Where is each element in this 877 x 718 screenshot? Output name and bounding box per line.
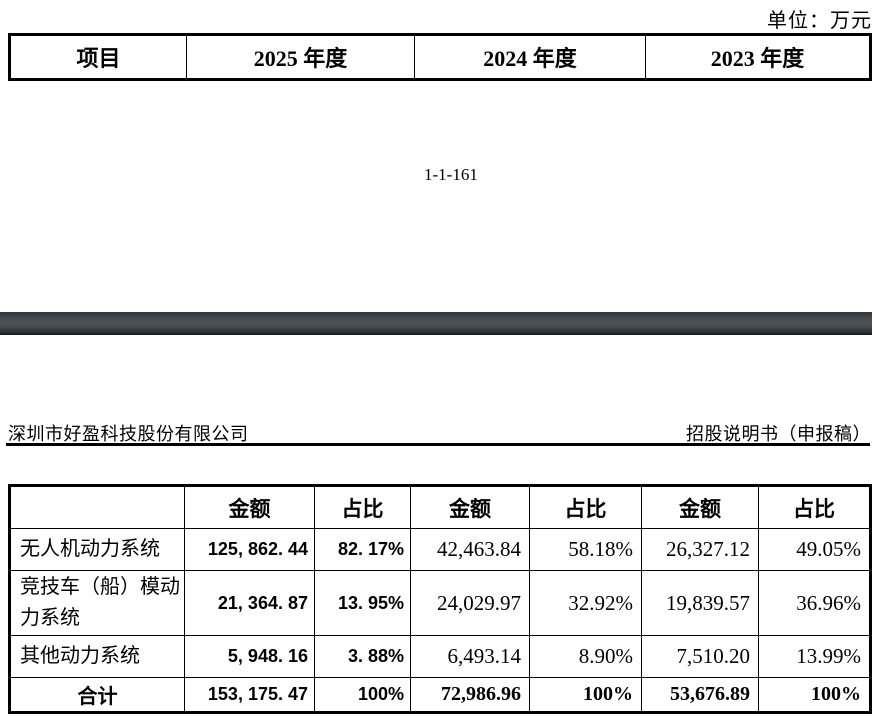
cell-amount-2023: 26,327.12: [641, 528, 759, 571]
cell-amount-2025: 153, 175. 47: [184, 677, 315, 713]
cell-ratio-2023: 100%: [758, 677, 871, 713]
cell-amount-2024: 42,463.84: [410, 528, 530, 571]
header-rule: [6, 443, 870, 446]
cell-ratio-2023: 36.96%: [758, 570, 871, 636]
table-row-uav: 无人机动力系统 125, 862. 44 82. 17% 42,463.84 5…: [9, 528, 871, 571]
cell-ratio-2025: 3. 88%: [314, 635, 411, 678]
row-label: 无人机动力系统: [9, 528, 185, 571]
row-label: 其他动力系统: [9, 635, 185, 678]
column-header-2023: 2023 年度: [645, 34, 871, 80]
page-separator-bar: [0, 312, 872, 335]
cell-amount-2025: 21, 364. 87: [184, 570, 315, 636]
cell-ratio-2023: 49.05%: [758, 528, 871, 571]
cell-amount-2024: 72,986.96: [410, 677, 530, 713]
cell-ratio-2025: 13. 95%: [314, 570, 411, 636]
revenue-header-row: 金额 占比 金额 占比 金额 占比: [9, 485, 871, 529]
header-cell-amount-2025: 金额: [184, 485, 315, 529]
page-number: 1-1-161: [424, 165, 478, 184]
period-header-row: 项目 2025 年度 2024 年度 2023 年度: [9, 34, 871, 80]
cell-amount-2023: 19,839.57: [641, 570, 759, 636]
table-row-racing: 竞技车（船）模动力系统 21, 364. 87 13. 95% 24,029.9…: [9, 570, 871, 636]
header-cell-ratio-2023: 占比: [758, 485, 871, 529]
row-label: 竞技车（船）模动力系统: [9, 570, 185, 636]
header-cell-empty: [9, 485, 185, 529]
cell-amount-2025: 125, 862. 44: [184, 528, 315, 571]
header-cell-ratio-2025: 占比: [314, 485, 411, 529]
company-name: 深圳市好盈科技股份有限公司: [8, 424, 249, 444]
cell-amount-2025: 5, 948. 16: [184, 635, 315, 678]
column-header-2025: 2025 年度: [186, 34, 415, 80]
period-header-table: 项目 2025 年度 2024 年度 2023 年度: [8, 33, 872, 81]
cell-ratio-2023: 13.99%: [758, 635, 871, 678]
cell-ratio-2024: 32.92%: [529, 570, 642, 636]
header-cell-amount-2023: 金额: [641, 485, 759, 529]
column-header-item: 项目: [9, 34, 187, 80]
cell-ratio-2024: 8.90%: [529, 635, 642, 678]
revenue-breakdown-table: 金额 占比 金额 占比 金额 占比 无人机动力系统 125, 862. 44 8…: [8, 484, 872, 714]
cell-ratio-2024: 100%: [529, 677, 642, 713]
cell-ratio-2025: 82. 17%: [314, 528, 411, 571]
header-cell-ratio-2024: 占比: [529, 485, 642, 529]
table-row-total: 合计 153, 175. 47 100% 72,986.96 100% 53,6…: [9, 677, 871, 713]
row-label-total: 合计: [9, 677, 185, 713]
header-cell-amount-2024: 金额: [410, 485, 530, 529]
column-header-2024: 2024 年度: [414, 34, 646, 80]
cell-amount-2023: 7,510.20: [641, 635, 759, 678]
cell-amount-2024: 24,029.97: [410, 570, 530, 636]
unit-label: 单位：万元: [767, 10, 872, 32]
table-row-other: 其他动力系统 5, 948. 16 3. 88% 6,493.14 8.90% …: [9, 635, 871, 678]
document-title: 招股说明书（申报稿）: [686, 424, 871, 444]
cell-amount-2024: 6,493.14: [410, 635, 530, 678]
cell-ratio-2024: 58.18%: [529, 528, 642, 571]
cell-ratio-2025: 100%: [314, 677, 411, 713]
cell-amount-2023: 53,676.89: [641, 677, 759, 713]
